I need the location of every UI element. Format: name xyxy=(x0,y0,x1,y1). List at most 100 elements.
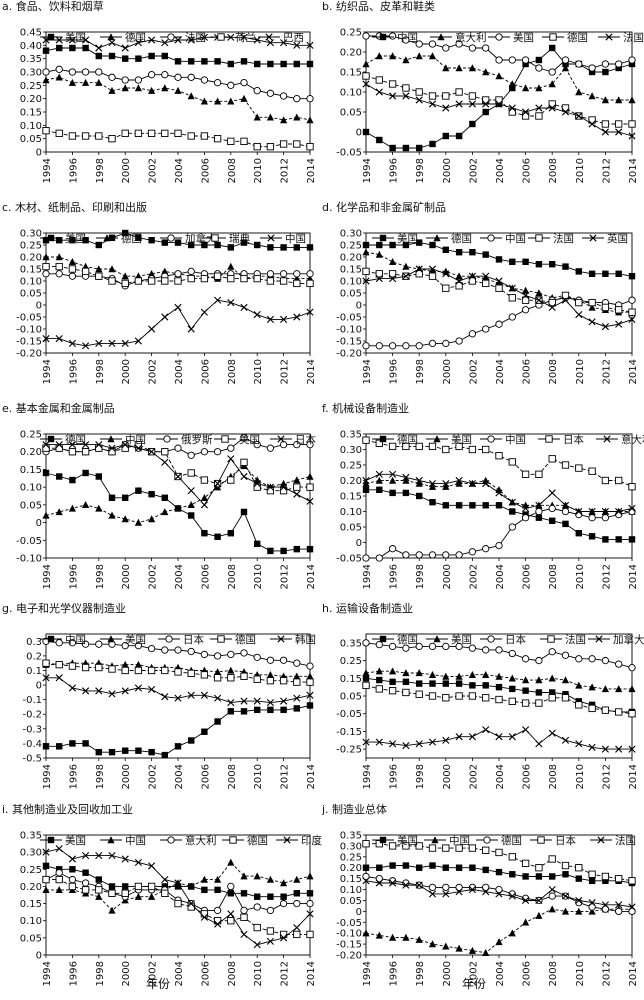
data-point xyxy=(376,676,383,684)
data-point xyxy=(575,530,582,537)
data-point xyxy=(200,33,208,41)
data-point xyxy=(214,480,222,488)
data-point xyxy=(240,708,248,715)
data-point xyxy=(428,339,437,348)
data-point xyxy=(468,883,477,892)
x-tick-label: 2002 xyxy=(148,158,159,183)
data-point xyxy=(588,870,596,878)
y-tick-label: 0.05 xyxy=(340,289,362,300)
data-point xyxy=(266,487,275,495)
data-point xyxy=(267,547,274,555)
data-point xyxy=(429,499,436,506)
data-point xyxy=(615,120,623,128)
y-tick-label: 0 xyxy=(356,538,362,549)
data-point xyxy=(306,678,314,686)
legend-label: 加拿大 xyxy=(185,232,217,245)
data-point xyxy=(174,504,182,512)
data-point xyxy=(628,483,636,491)
data-point xyxy=(442,270,450,278)
data-point xyxy=(455,551,463,559)
legend-label: 中国 xyxy=(449,834,470,847)
data-point xyxy=(416,492,423,500)
data-point xyxy=(214,920,222,928)
x-tick-label: 2008 xyxy=(227,158,238,183)
data-point xyxy=(306,662,314,670)
data-point xyxy=(482,866,489,874)
y-tick-label: 0.35 xyxy=(20,831,42,842)
data-point xyxy=(55,129,63,137)
data-point xyxy=(402,241,410,249)
legend-label: 日本 xyxy=(563,433,584,446)
x-tick-label: 1994 xyxy=(42,764,53,789)
data-point xyxy=(575,507,583,516)
data-point xyxy=(416,864,423,871)
data-point xyxy=(213,272,222,280)
data-point xyxy=(455,883,463,892)
data-point xyxy=(535,112,543,120)
data-point xyxy=(628,60,636,68)
data-point xyxy=(482,279,490,288)
legend-label: 美国 xyxy=(451,433,472,446)
data-point xyxy=(227,910,235,918)
x-tick-label: 2010 xyxy=(575,564,586,589)
data-point xyxy=(588,270,596,277)
data-point xyxy=(561,736,570,744)
legend-marker xyxy=(495,33,503,41)
data-point xyxy=(42,674,50,682)
x-tick-label: 2012 xyxy=(601,359,612,384)
data-point xyxy=(375,250,383,258)
data-point xyxy=(293,694,301,702)
data-point xyxy=(549,44,556,52)
data-point xyxy=(402,842,410,850)
data-point xyxy=(161,52,168,60)
data-point xyxy=(615,510,623,519)
data-point xyxy=(561,861,570,870)
data-point xyxy=(402,84,410,92)
data-point xyxy=(240,913,248,921)
data-point xyxy=(588,704,596,713)
data-point xyxy=(68,265,77,273)
data-point xyxy=(561,651,570,659)
y-tick-label: -0.1 xyxy=(22,695,42,706)
data-point xyxy=(389,862,396,869)
data-point xyxy=(402,56,410,64)
data-point xyxy=(280,479,288,487)
data-point xyxy=(575,864,583,872)
data-point xyxy=(293,923,301,932)
data-point xyxy=(375,88,383,96)
data-point xyxy=(200,910,209,918)
data-point xyxy=(55,660,63,669)
data-point xyxy=(601,901,609,909)
data-point xyxy=(495,541,503,550)
data-point xyxy=(548,303,556,311)
data-point xyxy=(187,274,195,283)
data-point xyxy=(55,441,63,449)
data-point xyxy=(615,536,622,543)
data-point xyxy=(549,689,556,696)
legend-label: 德国 xyxy=(397,433,418,446)
chart-panel: b. 纺织品、皮革和鞋类 -0.05 0 0.05 0.10 0.15 0.20 0.25 19… xyxy=(322,0,644,183)
data-point xyxy=(521,514,530,522)
legend-label: 中国 xyxy=(125,433,146,446)
y-tick-label: 0.05 xyxy=(20,289,42,300)
data-point xyxy=(200,691,208,699)
data-point xyxy=(575,681,583,689)
data-point xyxy=(95,473,102,480)
data-point xyxy=(214,533,221,540)
data-point xyxy=(42,335,50,343)
data-point xyxy=(280,706,287,714)
data-point xyxy=(240,433,248,442)
data-point xyxy=(227,650,235,659)
data-point xyxy=(415,476,423,485)
data-point xyxy=(628,877,636,885)
x-tick-label: 1996 xyxy=(389,359,400,384)
data-point xyxy=(375,667,383,675)
legend-label: 日本 xyxy=(183,633,204,646)
data-point xyxy=(253,697,261,705)
data-point xyxy=(442,502,449,509)
data-point xyxy=(362,486,370,493)
legend-label: 美国 xyxy=(397,834,418,847)
x-tick-label: 2002 xyxy=(468,158,479,183)
data-point xyxy=(415,442,423,451)
data-point xyxy=(628,504,636,512)
